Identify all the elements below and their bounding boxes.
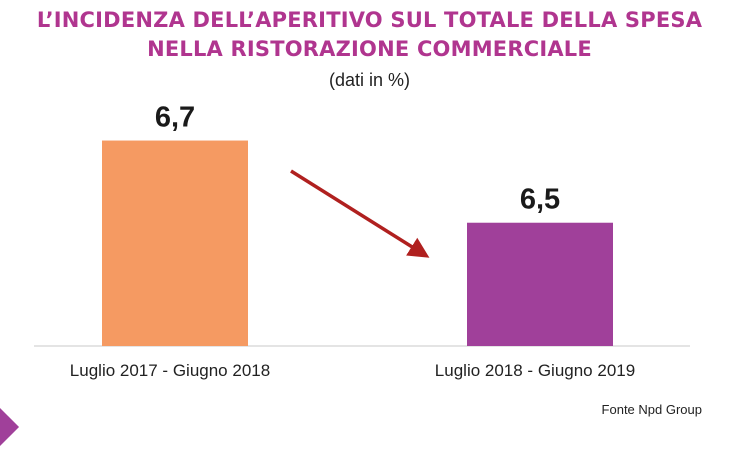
category-label-1: Luglio 2017 - Giugno 2018 xyxy=(70,361,270,380)
chart-title-line-1: L’INCIDENZA DELL’APERITIVO SUL TOTALE DE… xyxy=(36,8,703,32)
bar-1 xyxy=(102,140,248,346)
bar-2 xyxy=(467,222,613,346)
chart-title: L’INCIDENZA DELL’APERITIVO SUL TOTALE DE… xyxy=(0,6,739,64)
category-label-2: Luglio 2018 - Giugno 2019 xyxy=(435,361,635,380)
chart-title-line-2: NELLA RISTORAZIONE COMMERCIALE xyxy=(147,37,592,61)
value-label-1: 6,7 xyxy=(155,102,195,134)
chart-subtitle: (dati in %) xyxy=(328,70,411,90)
trend-arrow xyxy=(290,169,430,258)
value-label-2: 6,5 xyxy=(520,184,560,216)
bar-chart: 6,7 Luglio 2017 - Giugno 2018 6,5 Luglio 20… xyxy=(34,102,690,380)
source-note: Fonte Npd Group xyxy=(601,402,702,417)
